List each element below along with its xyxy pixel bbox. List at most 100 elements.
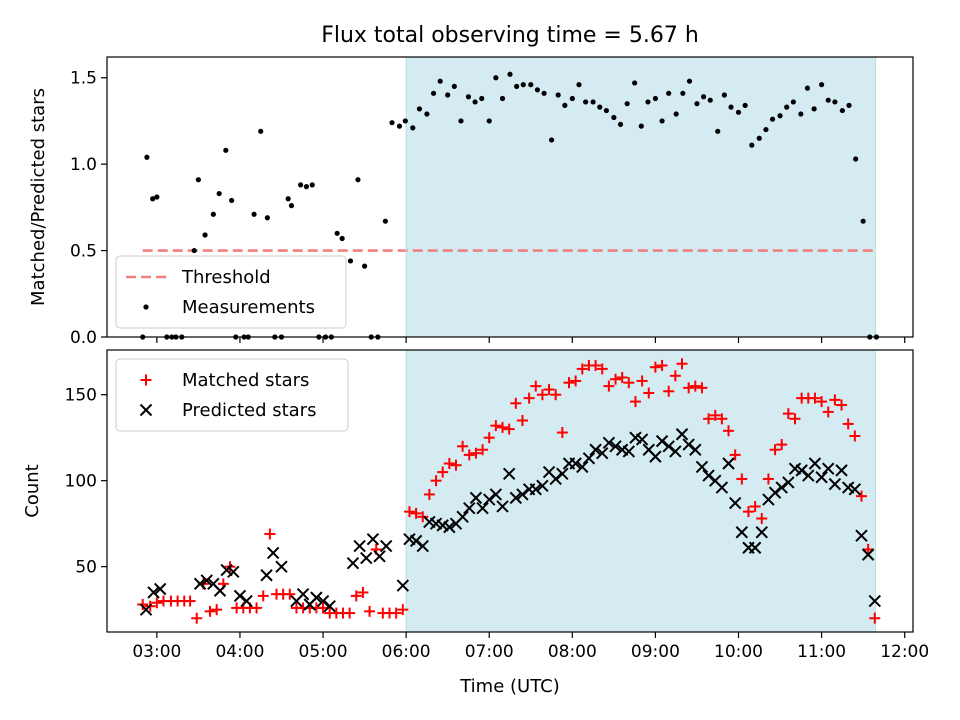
predicted-star-point	[240, 594, 253, 608]
legend-marker-swatch	[139, 403, 153, 417]
predicted-star-point	[379, 539, 393, 553]
predicted-star-point	[509, 491, 523, 505]
matched-star-point	[643, 387, 655, 399]
predicted-star-point	[409, 534, 423, 548]
x-tick-label: 09:00	[631, 642, 680, 662]
measurement-point	[229, 197, 235, 204]
matched-star-point	[497, 421, 509, 433]
matched-star-point	[443, 457, 455, 469]
measurement-point	[416, 106, 423, 112]
predicted-star-point	[702, 469, 715, 482]
matched-star-point	[397, 604, 409, 616]
predicted-star-point	[861, 548, 875, 561]
matched-star-point	[417, 511, 429, 523]
matched-star-point	[709, 409, 721, 421]
measurement-point	[853, 156, 859, 162]
measurement-point	[825, 97, 831, 103]
matched-star-point	[756, 513, 768, 525]
predicted-star-point	[536, 479, 549, 493]
measurement-point	[583, 99, 589, 105]
measurement-point	[645, 99, 651, 105]
matched-star-point	[364, 605, 376, 617]
predicted-star-point	[416, 539, 429, 553]
predicted-star-point	[695, 460, 709, 474]
predicted-star-point	[635, 433, 649, 446]
predicted-star-point	[815, 471, 828, 484]
measurement-point	[652, 95, 659, 102]
predicted-star-point	[655, 434, 669, 448]
predicted-star-point	[316, 594, 330, 608]
predicted-star-point	[748, 541, 762, 554]
measurement-point	[472, 99, 478, 105]
predicted-star-point	[828, 477, 842, 491]
measurement-point	[735, 109, 742, 115]
legend-box	[115, 255, 347, 329]
count-legend: Matched stars Predicted stars	[115, 358, 349, 432]
measurement-point	[590, 99, 596, 105]
measurement-point	[811, 106, 817, 112]
predicted-star-point	[662, 440, 675, 453]
count-panel: 50 100 150 03:00 04:00 05:00 06:00 07:00 08:00 09…	[22, 349, 930, 662]
measurement-point	[150, 196, 156, 202]
predicted-star-point	[227, 565, 240, 579]
measurement-points	[140, 57, 880, 340]
predicted-star-point	[802, 469, 815, 482]
predicted-star-point	[576, 460, 589, 474]
matched-star-point	[862, 543, 874, 555]
predicted-star-point	[868, 594, 881, 608]
predicted-star-point	[373, 550, 386, 563]
matched-star-point	[676, 358, 688, 370]
matched-star-point	[749, 500, 761, 512]
observing-window-shade	[406, 350, 876, 632]
x-tick-label: 10:00	[714, 642, 763, 662]
y-tick-label: 1.0	[70, 155, 97, 175]
count-panel-axes: 50 100 150 03:00 04:00 05:00 06:00 07:00 08:00 09…	[65, 386, 930, 662]
legend-marker-swatch	[143, 304, 149, 310]
matched-star-point	[610, 373, 622, 385]
measurement-point	[303, 184, 310, 190]
measurement-point	[144, 154, 150, 160]
measurement-point	[707, 97, 713, 103]
matched-star-point	[762, 473, 774, 485]
measurement-point	[251, 211, 257, 217]
predicted-star-point	[443, 520, 456, 534]
predicted-star-point	[609, 440, 622, 453]
measurement-point	[790, 99, 796, 105]
measurement-point	[334, 230, 340, 236]
matched-star-point	[689, 380, 701, 392]
predicted-star-point	[808, 457, 822, 470]
measurement-point	[832, 99, 838, 105]
predicted-star-point	[366, 532, 380, 546]
matched-star-point	[403, 506, 415, 518]
measurement-point	[486, 118, 492, 124]
matched-star-point	[257, 590, 269, 602]
predicted-star-point	[768, 486, 782, 499]
predicted-star-point	[682, 438, 695, 451]
matched-star-point	[530, 380, 542, 392]
measurement-point	[309, 182, 315, 188]
x-axis-label: Time (UTC)	[459, 676, 560, 697]
measurement-point	[258, 128, 264, 134]
x-tick-label: 06:00	[382, 642, 431, 662]
predicted-star-point	[360, 551, 373, 565]
measurement-point	[673, 111, 679, 117]
y-tick-label: 1.5	[70, 69, 97, 89]
matched-star-point	[836, 399, 848, 411]
legend-label: Predicted stars	[182, 400, 316, 421]
matched-star-point	[570, 375, 582, 387]
matched-star-point	[450, 459, 462, 471]
measurement-point	[777, 113, 783, 119]
measurement-point	[784, 104, 790, 110]
measurement-point	[576, 82, 582, 88]
measurement-point	[499, 95, 506, 102]
predicted-star-point	[346, 557, 360, 570]
measurement-point	[298, 182, 304, 188]
predicted-star-point	[153, 582, 167, 596]
measurement-point	[555, 92, 561, 98]
measurement-point	[534, 87, 541, 93]
predicted-star-point	[755, 526, 768, 539]
matched-star-point	[477, 444, 489, 456]
matched-star-point	[264, 528, 276, 540]
measurement-point	[210, 211, 216, 217]
predicted-star-point	[233, 589, 247, 603]
